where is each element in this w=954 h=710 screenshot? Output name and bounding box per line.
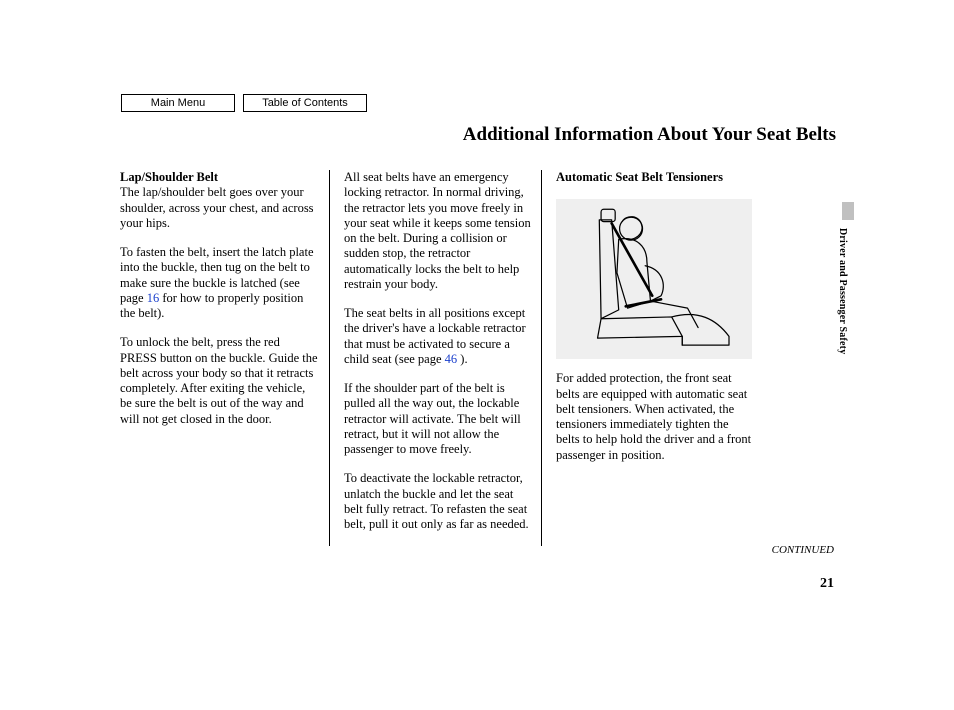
content-columns: Lap/Shoulder Belt The lap/shoulder belt …	[120, 170, 836, 546]
page-link-16[interactable]: 16	[147, 291, 160, 305]
col1-p3: To unlock the belt, press the red PRESS …	[120, 335, 319, 427]
column-2: All seat belts have an emergency locking…	[330, 170, 542, 546]
col2-p1: All seat belts have an emergency locking…	[344, 170, 531, 292]
seated-person-icon	[564, 204, 744, 354]
page-number: 21	[820, 576, 834, 592]
section-label: Driver and Passenger Safety	[837, 228, 848, 354]
col2-p2: The seat belts in all positions except t…	[344, 306, 531, 367]
col1-p1: The lap/shoulder belt goes over your sho…	[120, 185, 314, 230]
col1-p2: To fasten the belt, insert the latch pla…	[120, 245, 319, 321]
seatbelt-illustration	[556, 199, 752, 359]
page-link-46[interactable]: 46	[445, 352, 458, 366]
continued-label: CONTINUED	[772, 544, 834, 556]
page-title: Additional Information About Your Seat B…	[0, 124, 836, 146]
col2-p4: To deactivate the lockable retractor, un…	[344, 471, 531, 532]
column-3: Automatic Seat Belt Tensioners	[542, 170, 752, 546]
manual-page: Main Menu Table of Contents Additional I…	[0, 0, 954, 710]
side-tab	[842, 202, 854, 220]
main-menu-button[interactable]: Main Menu	[121, 94, 235, 112]
lap-shoulder-subhead: Lap/Shoulder Belt	[120, 170, 218, 184]
nav-bar: Main Menu Table of Contents	[121, 94, 367, 112]
tensioners-subhead: Automatic Seat Belt Tensioners	[556, 170, 752, 185]
column-1: Lap/Shoulder Belt The lap/shoulder belt …	[120, 170, 330, 546]
col2-p3: If the shoulder part of the belt is pull…	[344, 381, 531, 457]
toc-button[interactable]: Table of Contents	[243, 94, 367, 112]
col2-p2a: The seat belts in all positions except t…	[344, 306, 526, 366]
col3-p1: For added protection, the front seat bel…	[556, 371, 752, 463]
col2-p2b: ).	[457, 352, 467, 366]
